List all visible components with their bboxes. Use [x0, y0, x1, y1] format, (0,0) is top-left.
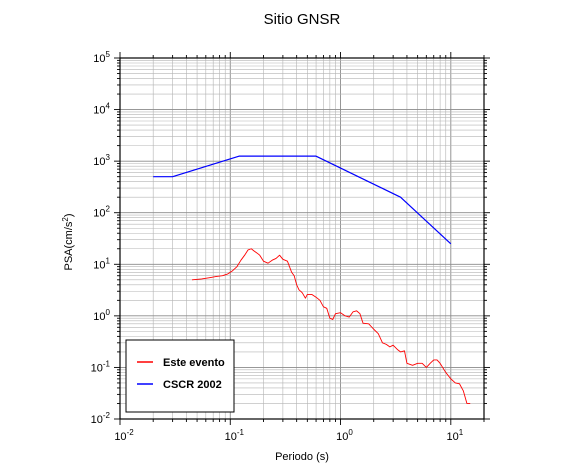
y-tick-label-exp: -2 — [103, 411, 111, 420]
x-tick-label: 100 — [336, 428, 353, 443]
y-tick-label: 102 — [93, 205, 110, 220]
y-tick-label-exp: -1 — [103, 359, 111, 368]
x-tick-label-base: 10 — [225, 431, 237, 443]
y-tick-label-exp: 4 — [106, 102, 111, 111]
ticks — [114, 52, 490, 425]
plot-frame — [119, 57, 485, 420]
x-axis-label: Periodo (s) — [275, 451, 329, 463]
y-tick-label: 101 — [93, 256, 110, 271]
y-tick-label-base: 10 — [91, 414, 103, 426]
y-axis-label-main: PSA(cm/s — [63, 221, 75, 270]
series-line-cscr-2002 — [153, 155, 452, 245]
legend: Este evento CSCR 2002 — [125, 339, 235, 413]
y-tick-label-base: 10 — [91, 362, 103, 374]
series-layer — [153, 155, 471, 404]
y-tick-label-base: 10 — [93, 208, 105, 220]
x-tick-label-exp: -1 — [237, 428, 245, 437]
y-tick-label-base: 10 — [93, 105, 105, 117]
y-tick-label-base: 10 — [93, 156, 105, 168]
y-tick-label-exp: 2 — [106, 205, 111, 214]
y-tick-label-exp: 1 — [106, 256, 111, 265]
x-tick-label-base: 10 — [446, 431, 458, 443]
y-axis-label-close: ) — [63, 213, 75, 217]
chart-title: Sitio GNSR — [264, 11, 341, 28]
legend-label-este-evento: Este evento — [163, 357, 225, 369]
x-tick-label-exp: 1 — [459, 428, 464, 437]
y-axis-label: PSA(cm/s2) — [61, 213, 75, 270]
series-line-este-evento — [191, 248, 471, 404]
y-tick-label-exp: 3 — [106, 153, 111, 162]
y-tick-label: 105 — [93, 50, 110, 65]
y-axis-label-sup: 2 — [61, 217, 70, 222]
grid — [119, 57, 485, 420]
y-tick-label: 100 — [93, 308, 110, 323]
x-tick-labels: 10-2 10-1 100 101 — [114, 428, 463, 443]
x-tick-label-base: 10 — [114, 431, 126, 443]
x-tick-label-exp: -2 — [127, 428, 135, 437]
y-tick-label-base: 10 — [93, 259, 105, 271]
legend-box — [125, 339, 235, 413]
y-tick-label-base: 10 — [93, 311, 105, 323]
y-tick-label-base: 10 — [93, 53, 105, 65]
y-tick-label: 10-2 — [91, 411, 111, 426]
x-tick-label: 10-2 — [114, 428, 134, 443]
y-tick-label: 104 — [93, 102, 110, 117]
y-tick-label: 10-1 — [91, 359, 111, 374]
y-tick-label: 103 — [93, 153, 110, 168]
legend-label-cscr-2002: CSCR 2002 — [163, 379, 222, 391]
x-tick-label-base: 10 — [336, 431, 348, 443]
y-tick-label-exp: 5 — [106, 50, 111, 59]
x-tick-label-exp: 0 — [348, 428, 353, 437]
x-tick-label: 10-1 — [225, 428, 245, 443]
y-tick-label-exp: 0 — [106, 308, 111, 317]
x-tick-label: 101 — [446, 428, 463, 443]
